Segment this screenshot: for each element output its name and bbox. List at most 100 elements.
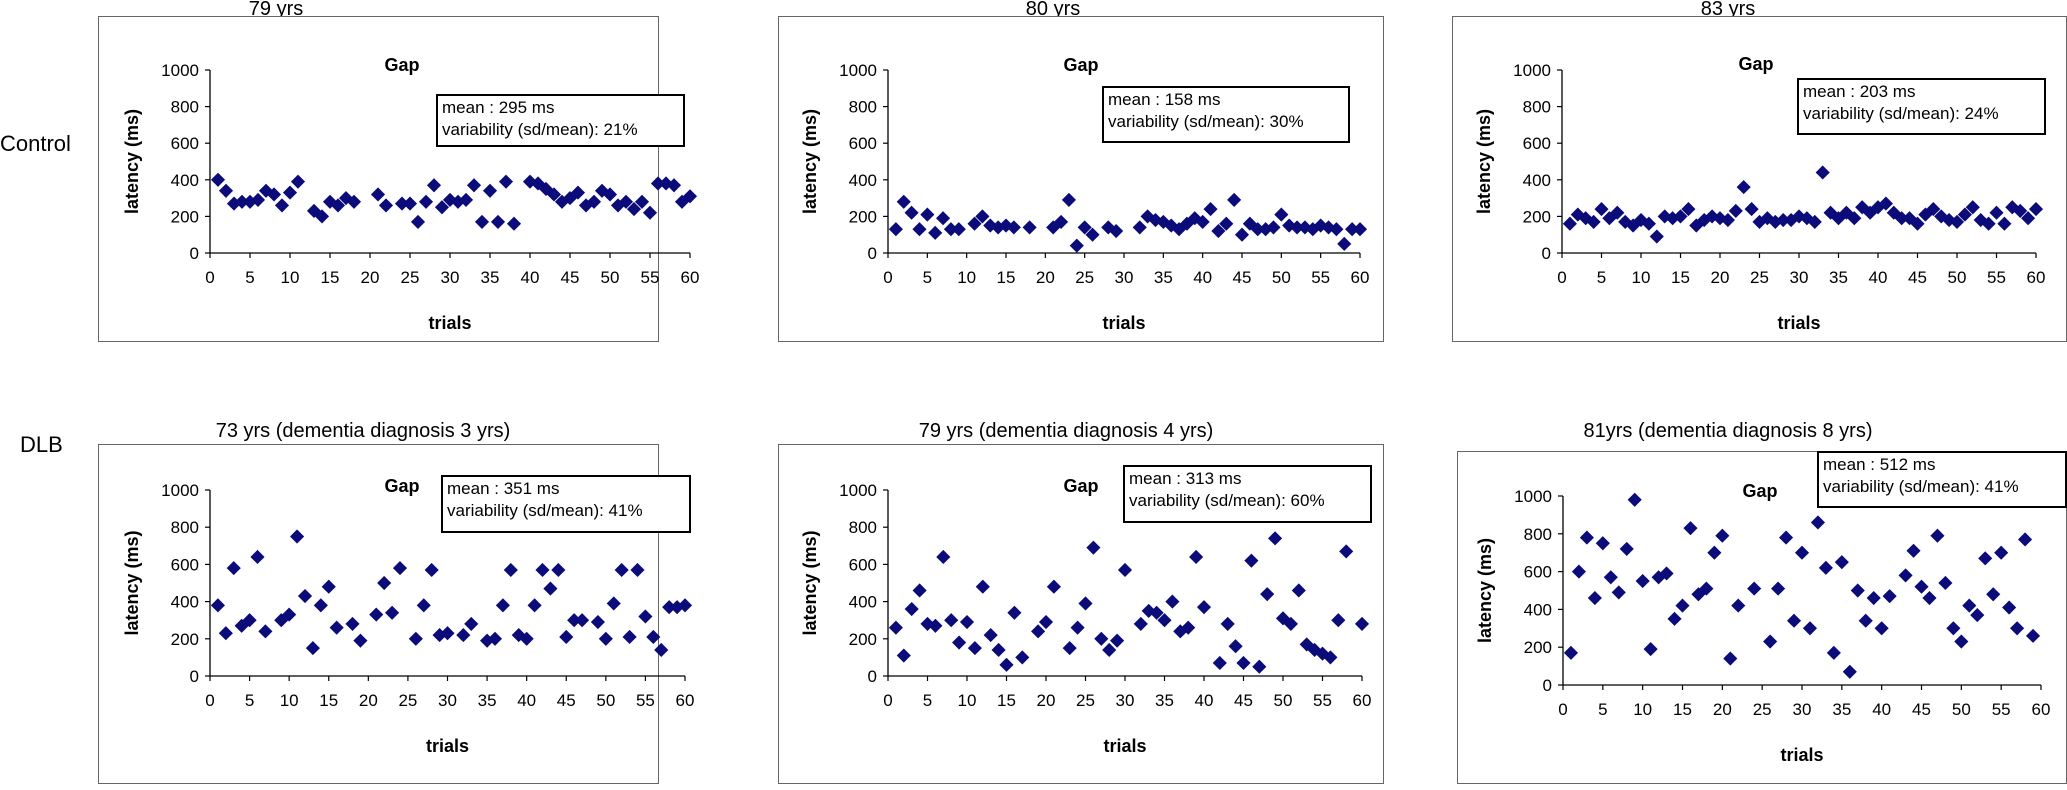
data-point bbox=[677, 598, 693, 613]
data-point bbox=[503, 562, 518, 578]
data-point bbox=[408, 631, 423, 646]
x-tick-label: 40 bbox=[1195, 691, 1214, 710]
data-point bbox=[1323, 650, 1338, 665]
data-point bbox=[896, 648, 911, 663]
chart-title: Gap bbox=[1742, 481, 1777, 501]
data-point bbox=[1957, 207, 1972, 222]
x-tick-label: 60 bbox=[681, 268, 700, 287]
data-point bbox=[290, 174, 306, 189]
data-point bbox=[1102, 642, 1117, 658]
data-point bbox=[495, 598, 510, 613]
data-point bbox=[1260, 587, 1275, 602]
x-tick-label: 50 bbox=[596, 691, 615, 710]
x-tick-label: 55 bbox=[641, 268, 660, 287]
data-point bbox=[1212, 655, 1227, 671]
x-tick-label: 60 bbox=[1351, 268, 1370, 287]
data-point bbox=[1994, 545, 2009, 560]
data-point bbox=[646, 629, 661, 645]
data-point bbox=[1352, 222, 1368, 237]
data-point bbox=[1094, 631, 1109, 646]
data-point bbox=[654, 642, 669, 658]
y-axis-label: latency (ms) bbox=[800, 530, 820, 635]
x-tick-label: 5 bbox=[1597, 268, 1606, 287]
data-point bbox=[586, 194, 602, 209]
data-point bbox=[370, 187, 386, 202]
data-point bbox=[519, 631, 534, 646]
x-tick-label: 0 bbox=[1557, 268, 1566, 287]
x-axis-label: trials bbox=[1103, 736, 1146, 756]
data-point bbox=[1165, 594, 1180, 609]
data-point bbox=[2018, 532, 2033, 547]
data-point bbox=[242, 613, 257, 628]
y-tick-label: 0 bbox=[190, 667, 199, 686]
y-tick-label: 400 bbox=[171, 171, 199, 190]
data-point bbox=[1085, 227, 1100, 242]
data-point bbox=[282, 185, 298, 200]
data-point bbox=[418, 194, 434, 209]
data-point bbox=[330, 198, 346, 213]
x-tick-label: 40 bbox=[521, 268, 540, 287]
data-point bbox=[1954, 634, 1969, 649]
data-point bbox=[2021, 211, 2036, 226]
y-tick-label: 1000 bbox=[161, 481, 199, 500]
x-tick-label: 60 bbox=[676, 691, 695, 710]
data-point bbox=[1329, 222, 1344, 237]
data-point bbox=[1266, 220, 1281, 235]
data-point bbox=[1874, 621, 1889, 636]
data-point bbox=[1149, 605, 1164, 620]
x-tick-label: 50 bbox=[601, 268, 620, 287]
x-tick-label: 25 bbox=[1076, 691, 1095, 710]
data-point bbox=[1834, 555, 1849, 570]
chart-title: Gap bbox=[1738, 54, 1773, 74]
data-point bbox=[1283, 616, 1298, 631]
data-point bbox=[1989, 205, 2004, 220]
data-point bbox=[1619, 541, 1634, 556]
data-point bbox=[1938, 575, 1953, 591]
data-point bbox=[313, 598, 328, 613]
data-point bbox=[1866, 590, 1881, 606]
y-tick-label: 600 bbox=[849, 555, 877, 574]
data-point bbox=[1723, 651, 1738, 666]
data-point bbox=[1579, 530, 1594, 545]
data-point bbox=[1978, 551, 1993, 566]
data-point bbox=[638, 609, 653, 624]
y-tick-label: 1000 bbox=[1514, 487, 1552, 506]
data-point bbox=[543, 581, 558, 596]
data-point bbox=[1962, 598, 1977, 613]
data-point bbox=[1850, 583, 1865, 598]
data-point bbox=[606, 596, 621, 611]
data-point bbox=[1779, 530, 1794, 545]
x-tick-label: 20 bbox=[361, 268, 380, 287]
y-tick-label: 800 bbox=[1523, 98, 1551, 117]
data-point bbox=[614, 562, 629, 578]
data-point bbox=[1847, 211, 1862, 226]
data-point bbox=[1818, 560, 1833, 575]
data-point bbox=[622, 629, 637, 645]
x-axis-label: trials bbox=[1777, 313, 1820, 333]
x-tick-label: 55 bbox=[1311, 268, 1330, 287]
data-point bbox=[402, 196, 418, 211]
x-tick-label: 55 bbox=[1313, 691, 1332, 710]
data-point bbox=[321, 579, 336, 594]
x-tick-label: 25 bbox=[1750, 268, 1769, 287]
x-tick-label: 5 bbox=[923, 691, 932, 710]
panel-title: 80 yrs bbox=[1025, 0, 1081, 20]
data-point bbox=[1675, 598, 1690, 613]
x-tick-label: 20 bbox=[1711, 268, 1730, 287]
y-tick-label: 200 bbox=[171, 207, 199, 226]
y-tick-label: 800 bbox=[1524, 525, 1552, 544]
data-point bbox=[440, 626, 455, 641]
stats-box: mean : 295 ms variability (sd/mean): 21% bbox=[436, 94, 685, 147]
data-point bbox=[920, 207, 935, 222]
data-point bbox=[991, 642, 1006, 658]
data-point bbox=[1610, 205, 1625, 220]
x-tick-label: 15 bbox=[997, 691, 1016, 710]
data-point bbox=[936, 549, 951, 565]
x-tick-label: 10 bbox=[281, 268, 300, 287]
x-tick-label: 10 bbox=[1632, 268, 1651, 287]
data-point bbox=[416, 598, 431, 613]
x-tick-label: 45 bbox=[1912, 700, 1931, 719]
x-tick-label: 15 bbox=[319, 691, 338, 710]
